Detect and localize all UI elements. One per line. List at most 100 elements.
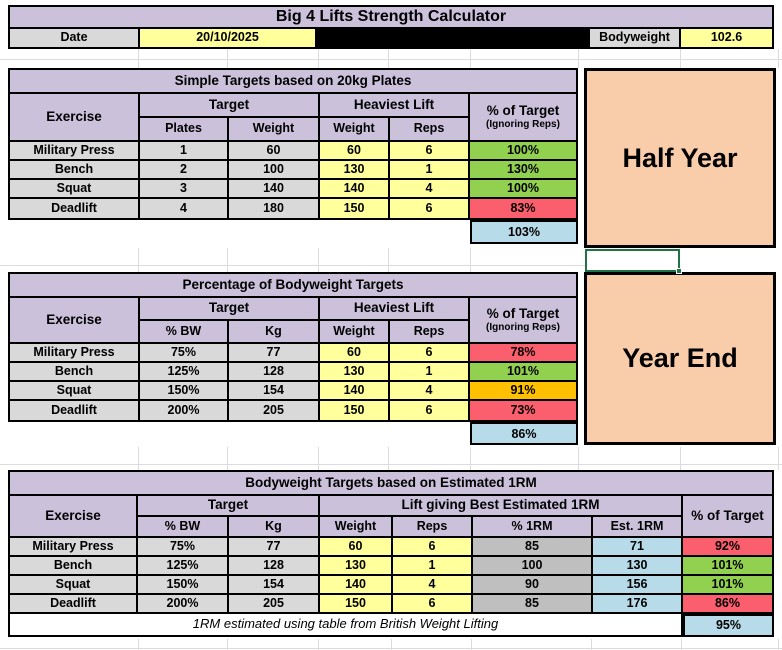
reps-cell[interactable]: 4	[390, 180, 470, 199]
pct-1rm-cell[interactable]: 100	[473, 557, 593, 576]
lift-weight-cell[interactable]: 130	[320, 557, 393, 576]
pct-1rm-cell[interactable]: 90	[473, 576, 593, 595]
pct-bw-cell[interactable]: 75%	[138, 538, 229, 557]
col-header-plates[interactable]: Plates	[140, 118, 229, 142]
selected-cell[interactable]	[585, 249, 682, 274]
reps-cell[interactable]: 1	[393, 557, 473, 576]
pct-of-target-cell[interactable]: 78%	[470, 344, 576, 363]
lift-weight-cell[interactable]: 60	[320, 344, 390, 363]
col-header-pct-of-target[interactable]: % of Target (Ignoring Reps)	[470, 94, 576, 142]
footer-note-cell[interactable]: 1RM estimated using table from British W…	[10, 614, 683, 635]
exercise-cell[interactable]: Bench	[10, 161, 140, 180]
plates-cell[interactable]: 4	[140, 199, 229, 218]
half-year-panel[interactable]: Half Year	[584, 68, 776, 248]
lift-weight-cell[interactable]: 150	[320, 199, 390, 218]
col-group-heaviest-lift[interactable]: Heaviest Lift	[320, 94, 470, 118]
date-label-cell[interactable]: Date	[10, 29, 140, 47]
col-header-reps[interactable]: Reps	[390, 321, 470, 344]
target-weight-cell[interactable]: 180	[229, 199, 320, 218]
exercise-cell[interactable]: Deadlift	[10, 199, 140, 218]
pct-of-target-cell[interactable]: 101%	[683, 576, 772, 595]
pct-of-target-cell[interactable]: 92%	[683, 538, 772, 557]
kg-cell[interactable]: 154	[229, 576, 320, 595]
lift-weight-cell[interactable]: 140	[320, 180, 390, 199]
pct-bw-cell[interactable]: 200%	[138, 595, 229, 614]
col-group-heaviest-lift[interactable]: Heaviest Lift	[320, 298, 470, 321]
kg-cell[interactable]: 154	[229, 382, 320, 401]
exercise-cell[interactable]: Deadlift	[10, 401, 140, 420]
col-group-target[interactable]: Target	[140, 298, 320, 321]
target-weight-cell[interactable]: 60	[229, 142, 320, 161]
exercise-cell[interactable]: Bench	[10, 557, 138, 576]
pct-of-target-cell[interactable]: 73%	[470, 401, 576, 420]
summary-pct-cell[interactable]: 95%	[683, 614, 772, 635]
table-title[interactable]: Percentage of Bodyweight Targets	[10, 274, 576, 298]
table-title[interactable]: Simple Targets based on 20kg Plates	[10, 70, 576, 94]
reps-cell[interactable]: 6	[393, 595, 473, 614]
lift-weight-cell[interactable]: 140	[320, 576, 393, 595]
pct-bw-cell[interactable]: 125%	[140, 363, 229, 382]
lift-weight-cell[interactable]: 130	[320, 363, 390, 382]
col-header-kg[interactable]: Kg	[229, 321, 320, 344]
col-header-pct-1rm[interactable]: % 1RM	[473, 517, 593, 538]
plates-cell[interactable]: 1	[140, 142, 229, 161]
est-1rm-cell[interactable]: 156	[593, 576, 683, 595]
col-header-est-1rm[interactable]: Est. 1RM	[593, 517, 683, 538]
est-1rm-cell[interactable]: 176	[593, 595, 683, 614]
exercise-cell[interactable]: Military Press	[10, 538, 138, 557]
exercise-cell[interactable]: Squat	[10, 180, 140, 199]
reps-cell[interactable]: 6	[393, 538, 473, 557]
year-end-panel[interactable]: Year End	[584, 272, 776, 445]
table-title[interactable]: Bodyweight Targets based on Estimated 1R…	[10, 472, 772, 496]
pct-bw-cell[interactable]: 75%	[140, 344, 229, 363]
exercise-cell[interactable]: Military Press	[10, 344, 140, 363]
pct-bw-cell[interactable]: 150%	[140, 382, 229, 401]
lift-weight-cell[interactable]: 60	[320, 142, 390, 161]
reps-cell[interactable]: 1	[390, 363, 470, 382]
reps-cell[interactable]: 4	[393, 576, 473, 595]
col-header-pct-of-target[interactable]: % of Target	[683, 496, 772, 538]
exercise-cell[interactable]: Squat	[10, 382, 140, 401]
col-group-target[interactable]: Target	[140, 94, 320, 118]
fill-handle[interactable]	[676, 268, 682, 274]
kg-cell[interactable]: 77	[229, 344, 320, 363]
col-header-pct-of-target[interactable]: % of Target (Ignoring Reps)	[470, 298, 576, 344]
pct-of-target-cell[interactable]: 83%	[470, 199, 576, 218]
lift-weight-cell[interactable]: 140	[320, 382, 390, 401]
pct-of-target-cell[interactable]: 86%	[683, 595, 772, 614]
kg-cell[interactable]: 128	[229, 363, 320, 382]
col-header-pct-bw[interactable]: % BW	[140, 321, 229, 344]
bodyweight-value-cell[interactable]: 102.6	[681, 29, 772, 47]
col-header-reps[interactable]: Reps	[393, 517, 473, 538]
col-group-target[interactable]: Target	[138, 496, 320, 517]
pct-1rm-cell[interactable]: 85	[473, 538, 593, 557]
pct-of-target-cell[interactable]: 100%	[470, 142, 576, 161]
est-1rm-cell[interactable]: 71	[593, 538, 683, 557]
sheet-title-cell[interactable]: Big 4 Lifts Strength Calculator	[10, 7, 772, 29]
col-header-lift-weight[interactable]: Weight	[320, 321, 390, 344]
bodyweight-label-cell[interactable]: Bodyweight	[590, 29, 681, 47]
col-header-exercise[interactable]: Exercise	[10, 298, 140, 344]
col-header-kg[interactable]: Kg	[229, 517, 320, 538]
pct-bw-cell[interactable]: 125%	[138, 557, 229, 576]
col-header-lift-weight[interactable]: Weight	[320, 118, 390, 142]
summary-pct-cell[interactable]: 86%	[470, 422, 578, 445]
reps-cell[interactable]: 6	[390, 344, 470, 363]
exercise-cell[interactable]: Bench	[10, 363, 140, 382]
kg-cell[interactable]: 205	[229, 595, 320, 614]
pct-of-target-cell[interactable]: 91%	[470, 382, 576, 401]
col-header-reps[interactable]: Reps	[390, 118, 470, 142]
pct-1rm-cell[interactable]: 85	[473, 595, 593, 614]
plates-cell[interactable]: 2	[140, 161, 229, 180]
col-header-target-weight[interactable]: Weight	[229, 118, 320, 142]
col-header-pct-bw[interactable]: % BW	[138, 517, 229, 538]
reps-cell[interactable]: 6	[390, 199, 470, 218]
col-header-lift-weight[interactable]: Weight	[320, 517, 393, 538]
summary-pct-cell[interactable]: 103%	[470, 220, 578, 244]
lift-weight-cell[interactable]: 60	[320, 538, 393, 557]
target-weight-cell[interactable]: 100	[229, 161, 320, 180]
exercise-cell[interactable]: Military Press	[10, 142, 140, 161]
pct-of-target-cell[interactable]: 100%	[470, 180, 576, 199]
pct-bw-cell[interactable]: 150%	[138, 576, 229, 595]
reps-cell[interactable]: 6	[390, 142, 470, 161]
